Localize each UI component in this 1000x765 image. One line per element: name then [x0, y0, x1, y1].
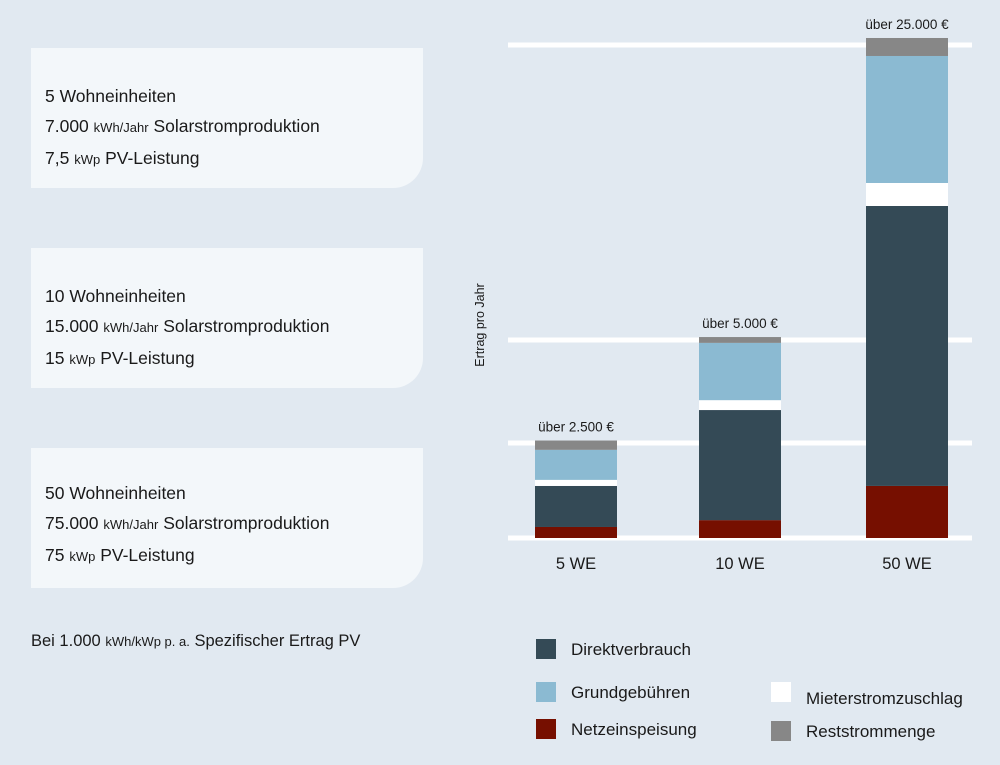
- power-unit: kWp: [74, 152, 101, 167]
- units-line: 5 Wohneinheiten: [45, 81, 320, 111]
- legend-label: Mieterstromzuschlag: [806, 689, 963, 708]
- units-label: Wohneinheiten: [69, 483, 186, 503]
- production-value: 15.000: [45, 316, 99, 336]
- bar-segment-reststrommenge: [699, 337, 781, 343]
- category-label: 10 WE: [715, 555, 765, 573]
- bar-segment-netzeinspeisung: [866, 485, 948, 538]
- info-card-5-we: 5 Wohneinheiten 7.000 kWh/Jahr Solarstro…: [31, 48, 423, 188]
- production-line: 15.000 kWh/Jahr Solarstromproduktion: [45, 311, 330, 343]
- production-unit: kWh/Jahr: [93, 120, 149, 135]
- power-value: 7,5: [45, 148, 70, 168]
- production-unit: kWh/Jahr: [103, 517, 159, 532]
- legend-swatch: [771, 682, 791, 702]
- legend-label: Netzeinspeisung: [571, 720, 697, 739]
- power-unit: kWp: [69, 352, 96, 367]
- legend-swatch: [771, 721, 791, 741]
- power-line: 75 kWp PV-Leistung: [45, 540, 330, 572]
- legend-label: Direktverbrauch: [571, 640, 691, 659]
- y-axis-label: Ertrag pro Jahr: [473, 283, 487, 366]
- legend-label: Grundgebühren: [571, 683, 690, 702]
- total-label: über 5.000 €: [702, 316, 778, 331]
- bar-segment-direktverbrauch: [699, 410, 781, 521]
- bar-segment-reststrommenge: [535, 440, 617, 450]
- bar-segment-netzeinspeisung: [699, 520, 781, 538]
- bar-segment-mieterstromzuschlag: [866, 182, 948, 206]
- production-line: 7.000 kWh/Jahr Solarstromproduktion: [45, 111, 320, 143]
- yield-label: Spezifischer Ertrag PV: [194, 632, 361, 650]
- total-label: über 25.000 €: [865, 17, 949, 32]
- power-value: 75: [45, 545, 65, 565]
- legend-label: Reststrommenge: [806, 722, 935, 741]
- specific-yield-note: Bei 1.000 kWh/kWp p. a. Spezifischer Ert…: [31, 632, 360, 651]
- production-line: 75.000 kWh/Jahr Solarstromproduktion: [45, 508, 330, 540]
- bar-segment-direktverbrauch: [866, 205, 948, 486]
- bar-segment-reststrommenge: [866, 37, 948, 56]
- production-label: Solarstromproduktion: [163, 513, 330, 533]
- bar-segment-grundgebühren: [535, 449, 617, 480]
- bar-segment-netzeinspeisung: [535, 526, 617, 538]
- production-value: 7.000: [45, 116, 89, 136]
- category-label: 5 WE: [556, 555, 596, 573]
- power-line: 7,5 kWp PV-Leistung: [45, 143, 320, 175]
- category-label: 50 WE: [882, 555, 932, 573]
- bar-segment-mieterstromzuschlag: [699, 400, 781, 411]
- units-count: 50: [45, 483, 65, 503]
- bar-segment-direktverbrauch: [535, 485, 617, 527]
- units-line: 50 Wohneinheiten: [45, 478, 330, 508]
- production-value: 75.000: [45, 513, 99, 533]
- power-line: 15 kWp PV-Leistung: [45, 343, 330, 375]
- bar-segment-grundgebühren: [866, 55, 948, 183]
- legend-swatch: [536, 719, 556, 739]
- units-line: 10 Wohneinheiten: [45, 281, 330, 311]
- info-card-10-we: 10 Wohneinheiten 15.000 kWh/Jahr Solarst…: [31, 248, 423, 388]
- legend-swatch: [536, 639, 556, 659]
- units-count: 5: [45, 86, 55, 106]
- yield-value: Bei 1.000: [31, 632, 101, 650]
- legend-swatch: [536, 682, 556, 702]
- yield-unit: kWh/kWp p. a.: [105, 634, 190, 649]
- bar-segment-mieterstromzuschlag: [535, 479, 617, 486]
- power-label: PV-Leistung: [105, 148, 200, 168]
- gridline: [508, 42, 972, 48]
- production-unit: kWh/Jahr: [103, 320, 159, 335]
- info-card-50-we: 50 Wohneinheiten 75.000 kWh/Jahr Solarst…: [31, 448, 423, 588]
- total-label: über 2.500 €: [538, 420, 614, 435]
- production-label: Solarstromproduktion: [163, 316, 330, 336]
- units-label: Wohneinheiten: [69, 286, 186, 306]
- power-value: 15: [45, 348, 65, 368]
- units-label: Wohneinheiten: [59, 86, 177, 106]
- bar-segment-grundgebühren: [699, 342, 781, 401]
- production-label: Solarstromproduktion: [153, 116, 320, 136]
- power-label: PV-Leistung: [100, 545, 195, 565]
- power-unit: kWp: [69, 549, 96, 564]
- units-count: 10: [45, 286, 65, 306]
- power-label: PV-Leistung: [100, 348, 195, 368]
